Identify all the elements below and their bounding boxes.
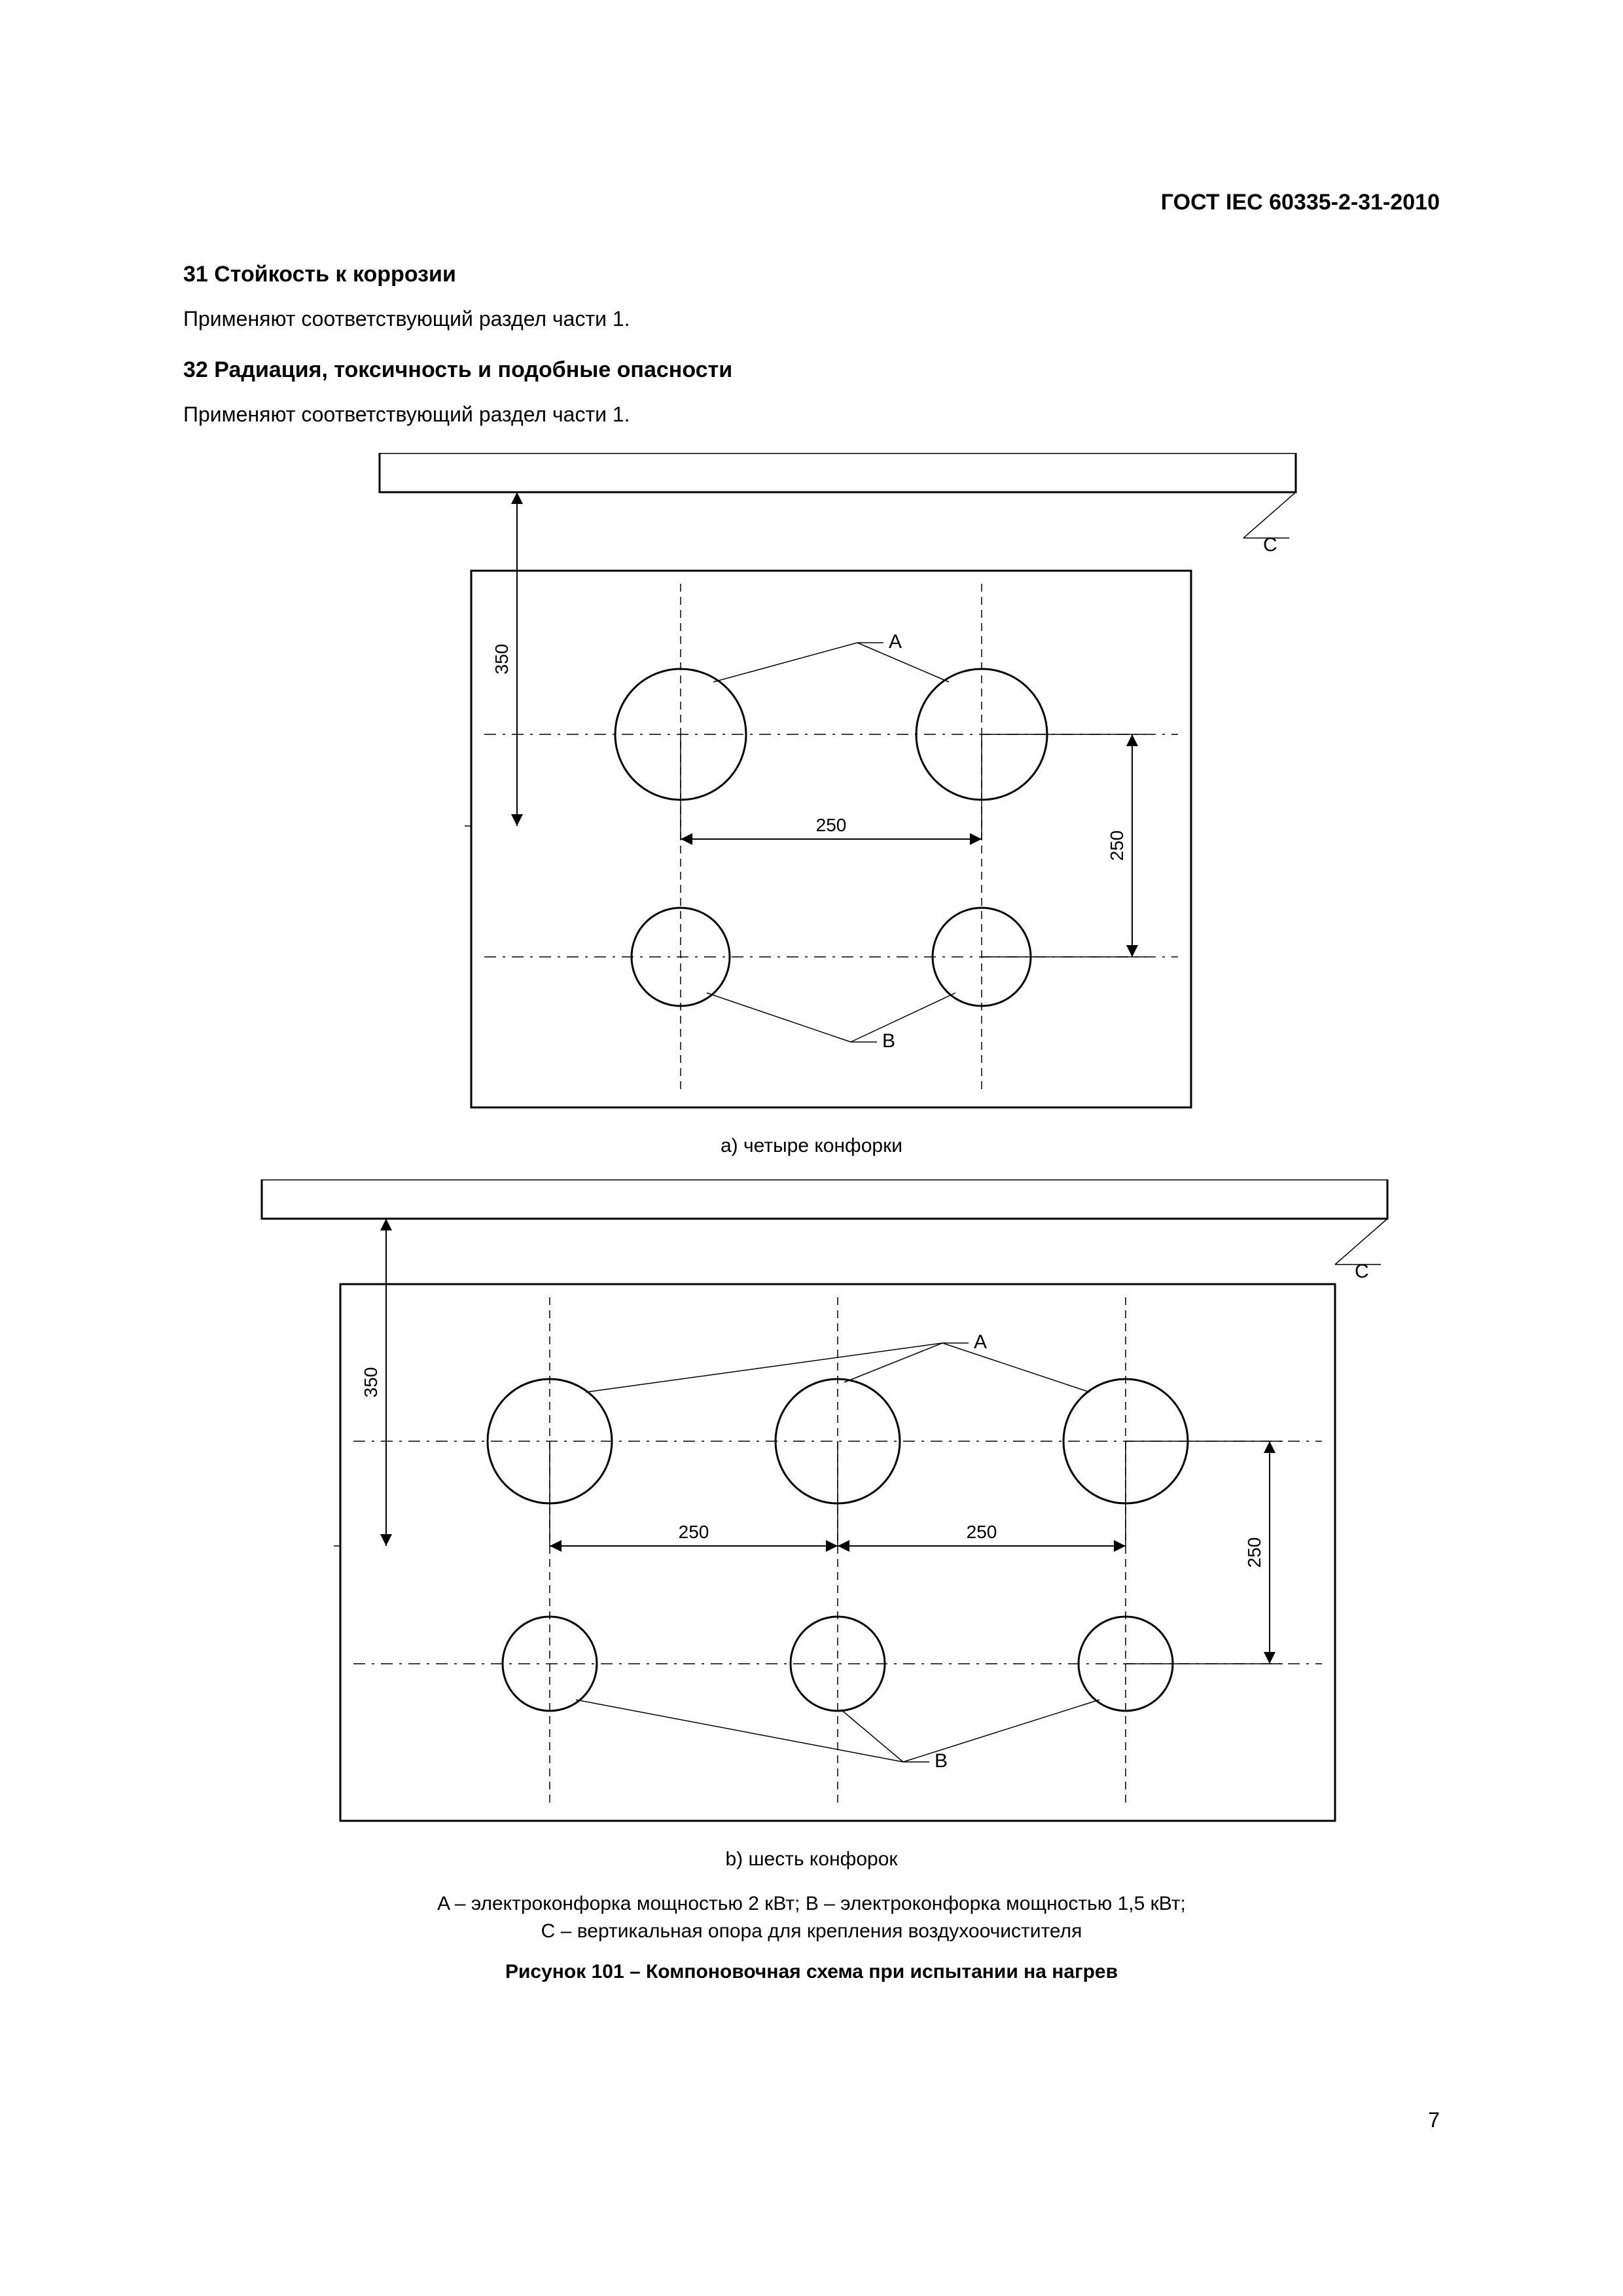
svg-text:250: 250 (967, 1522, 997, 1542)
page-body: 31 Стойкость к коррозии Применяют соотве… (183, 262, 1440, 1983)
figure-a-svg: C A B 350 250 250 (301, 453, 1322, 1121)
figure-b-svg: C A B 350 250 250 250 (209, 1179, 1414, 1834)
svg-text:250: 250 (1107, 831, 1127, 861)
svg-text:350: 350 (491, 644, 512, 675)
svg-text:250: 250 (1244, 1537, 1264, 1568)
svg-text:A: A (889, 631, 902, 653)
svg-text:250: 250 (816, 815, 847, 835)
svg-text:A: A (974, 1331, 987, 1353)
figure-a-caption: a) четыре конфорки (183, 1135, 1440, 1157)
svg-text:C: C (1263, 534, 1277, 556)
svg-text:350: 350 (361, 1367, 381, 1398)
figure-a-wrap: C A B 350 250 250 (183, 453, 1440, 1121)
figure-b-caption: b) шесть конфорок (183, 1848, 1440, 1871)
section-31-body: Применяют соответствующий раздел части 1… (183, 307, 1440, 331)
svg-text:250: 250 (679, 1522, 709, 1542)
figure-b-wrap: C A B 350 250 250 250 (183, 1179, 1440, 1834)
figure-title: Рисунок 101 – Компоновочная схема при ис… (183, 1961, 1440, 1983)
section-32-body: Применяют соответствующий раздел части 1… (183, 403, 1440, 427)
legend-line-2: C – вертикальная опора для крепления воз… (183, 1920, 1440, 1943)
section-32-title: 32 Радиация, токсичность и подобные опас… (183, 357, 1440, 383)
doc-id-header: ГОСТ IEC 60335-2-31-2010 (1161, 190, 1440, 215)
svg-text:C: C (1355, 1261, 1369, 1282)
section-31-title: 31 Стойкость к коррозии (183, 262, 1440, 287)
legend-line-1: A – электроконфорка мощностью 2 кВт; B –… (183, 1893, 1440, 1915)
svg-text:B: B (882, 1030, 895, 1052)
svg-text:B: B (935, 1750, 948, 1772)
page-number: 7 (1428, 2108, 1440, 2132)
page: ГОСТ IEC 60335-2-31-2010 31 Стойкость к … (0, 0, 1623, 2296)
